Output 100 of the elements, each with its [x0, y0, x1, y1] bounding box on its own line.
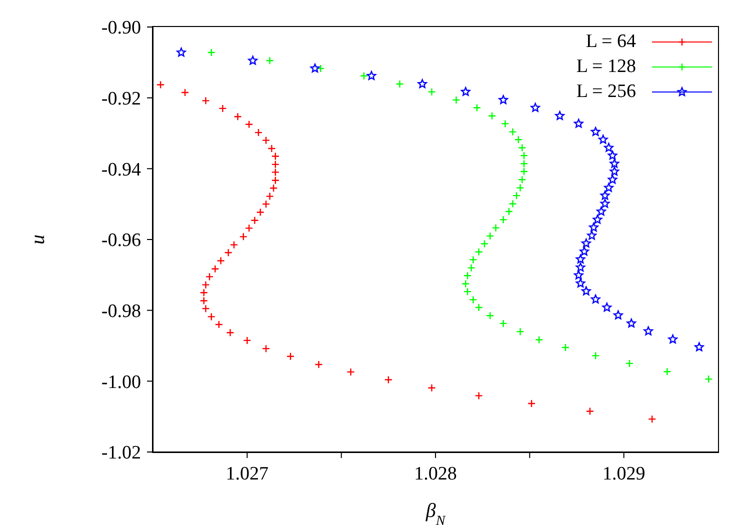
point: [499, 319, 508, 328]
point: [200, 288, 208, 297]
point: [214, 320, 224, 329]
x-tick-label: 1.028: [414, 463, 457, 484]
point: [254, 128, 263, 137]
point: [598, 134, 608, 144]
point: [234, 112, 242, 121]
point: [520, 160, 528, 168]
point: [625, 359, 634, 368]
point: [576, 262, 586, 272]
point: [648, 414, 656, 424]
point: [580, 246, 589, 256]
point: [586, 407, 594, 416]
legend-label: L = 64: [586, 30, 636, 54]
point: [508, 200, 517, 208]
point: [463, 287, 472, 296]
x-axis-title: β$_{N}$: [424, 500, 446, 525]
point: [271, 152, 280, 160]
point: [474, 248, 483, 256]
point: [604, 142, 614, 152]
point: [600, 198, 610, 208]
point: [590, 126, 600, 136]
point: [266, 192, 274, 200]
point: [226, 328, 234, 337]
point: [428, 88, 436, 96]
point: [587, 230, 597, 240]
point: [613, 310, 623, 320]
legend-label: L = 256: [576, 80, 636, 104]
point: [474, 392, 483, 400]
point: [561, 343, 570, 352]
point: [469, 256, 478, 264]
point: [314, 360, 323, 369]
point: [207, 312, 216, 321]
point: [501, 120, 510, 128]
point: [243, 336, 252, 345]
point: [205, 272, 214, 281]
point: [271, 168, 280, 176]
point: [592, 214, 602, 224]
point: [516, 327, 524, 336]
point: [216, 256, 225, 265]
point: [480, 240, 489, 248]
point: [610, 166, 620, 176]
y-tick-label: -1.00: [101, 372, 141, 393]
y-axis-title: u: [27, 234, 49, 244]
point: [271, 160, 280, 169]
point: [211, 264, 220, 273]
x-tick-label: 1.027: [226, 463, 269, 484]
point: [202, 304, 210, 313]
point: [180, 88, 190, 97]
point: [504, 207, 514, 216]
point: [694, 342, 704, 352]
point: [256, 208, 264, 216]
point: [202, 280, 210, 289]
point: [262, 136, 270, 144]
point: [486, 312, 494, 320]
point: [591, 352, 600, 360]
point: [286, 352, 295, 360]
point: [250, 216, 259, 224]
point: [589, 222, 598, 232]
point: [452, 96, 460, 104]
point: [218, 104, 227, 113]
point: [590, 294, 600, 304]
point: [428, 384, 436, 392]
point: [266, 56, 274, 65]
point: [668, 334, 678, 344]
point: [602, 302, 612, 312]
point: [508, 128, 517, 136]
point: [499, 216, 508, 224]
point: [474, 303, 483, 312]
point: [360, 72, 368, 80]
point: [514, 136, 522, 144]
point: [316, 64, 325, 73]
point: [492, 224, 500, 232]
point: [520, 151, 528, 160]
point: [610, 158, 620, 168]
point: [262, 344, 270, 353]
point: [581, 238, 591, 248]
point: [626, 318, 636, 328]
point: [576, 254, 586, 264]
y-tick-label: -0.92: [101, 88, 141, 110]
point: [498, 95, 508, 104]
y-tick-label: -1.02: [101, 442, 141, 464]
point: [486, 232, 494, 240]
point: [596, 206, 606, 216]
point: [530, 102, 540, 112]
point: [518, 176, 526, 184]
point: [200, 296, 208, 305]
point: [176, 48, 186, 57]
point: [608, 150, 618, 160]
point: [224, 248, 232, 257]
point: [576, 278, 586, 288]
point: [384, 376, 393, 384]
point: [520, 167, 528, 176]
point: [518, 144, 526, 152]
point: [472, 104, 482, 112]
point: [460, 86, 470, 96]
point: [604, 182, 614, 192]
point: [244, 120, 254, 128]
y-tick-label: -0.94: [101, 159, 142, 180]
point: [269, 184, 278, 192]
